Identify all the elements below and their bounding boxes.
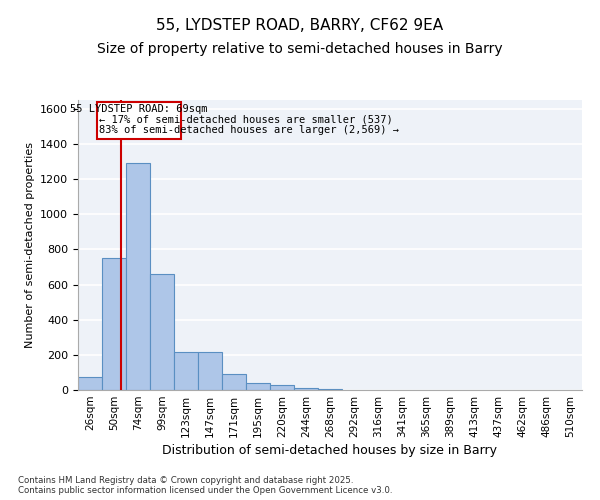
Bar [270,384,294,390]
Bar [198,352,222,390]
Bar [174,352,198,390]
Text: Size of property relative to semi-detached houses in Barry: Size of property relative to semi-detach… [97,42,503,56]
Text: 55, LYDSTEP ROAD, BARRY, CF62 9EA: 55, LYDSTEP ROAD, BARRY, CF62 9EA [157,18,443,32]
Bar [294,388,318,390]
Bar [126,164,150,390]
X-axis label: Distribution of semi-detached houses by size in Barry: Distribution of semi-detached houses by … [163,444,497,457]
FancyBboxPatch shape [97,102,181,139]
Text: Contains HM Land Registry data © Crown copyright and database right 2025.
Contai: Contains HM Land Registry data © Crown c… [18,476,392,495]
Bar [150,274,174,390]
Text: 83% of semi-detached houses are larger (2,569) →: 83% of semi-detached houses are larger (… [99,126,399,136]
Bar [246,383,270,390]
Bar [222,374,246,390]
Text: ← 17% of semi-detached houses are smaller (537): ← 17% of semi-detached houses are smalle… [99,115,393,125]
Y-axis label: Number of semi-detached properties: Number of semi-detached properties [25,142,35,348]
Bar [318,389,342,390]
Text: 55 LYDSTEP ROAD: 69sqm: 55 LYDSTEP ROAD: 69sqm [70,104,208,115]
Bar [78,377,102,390]
Bar [102,258,126,390]
